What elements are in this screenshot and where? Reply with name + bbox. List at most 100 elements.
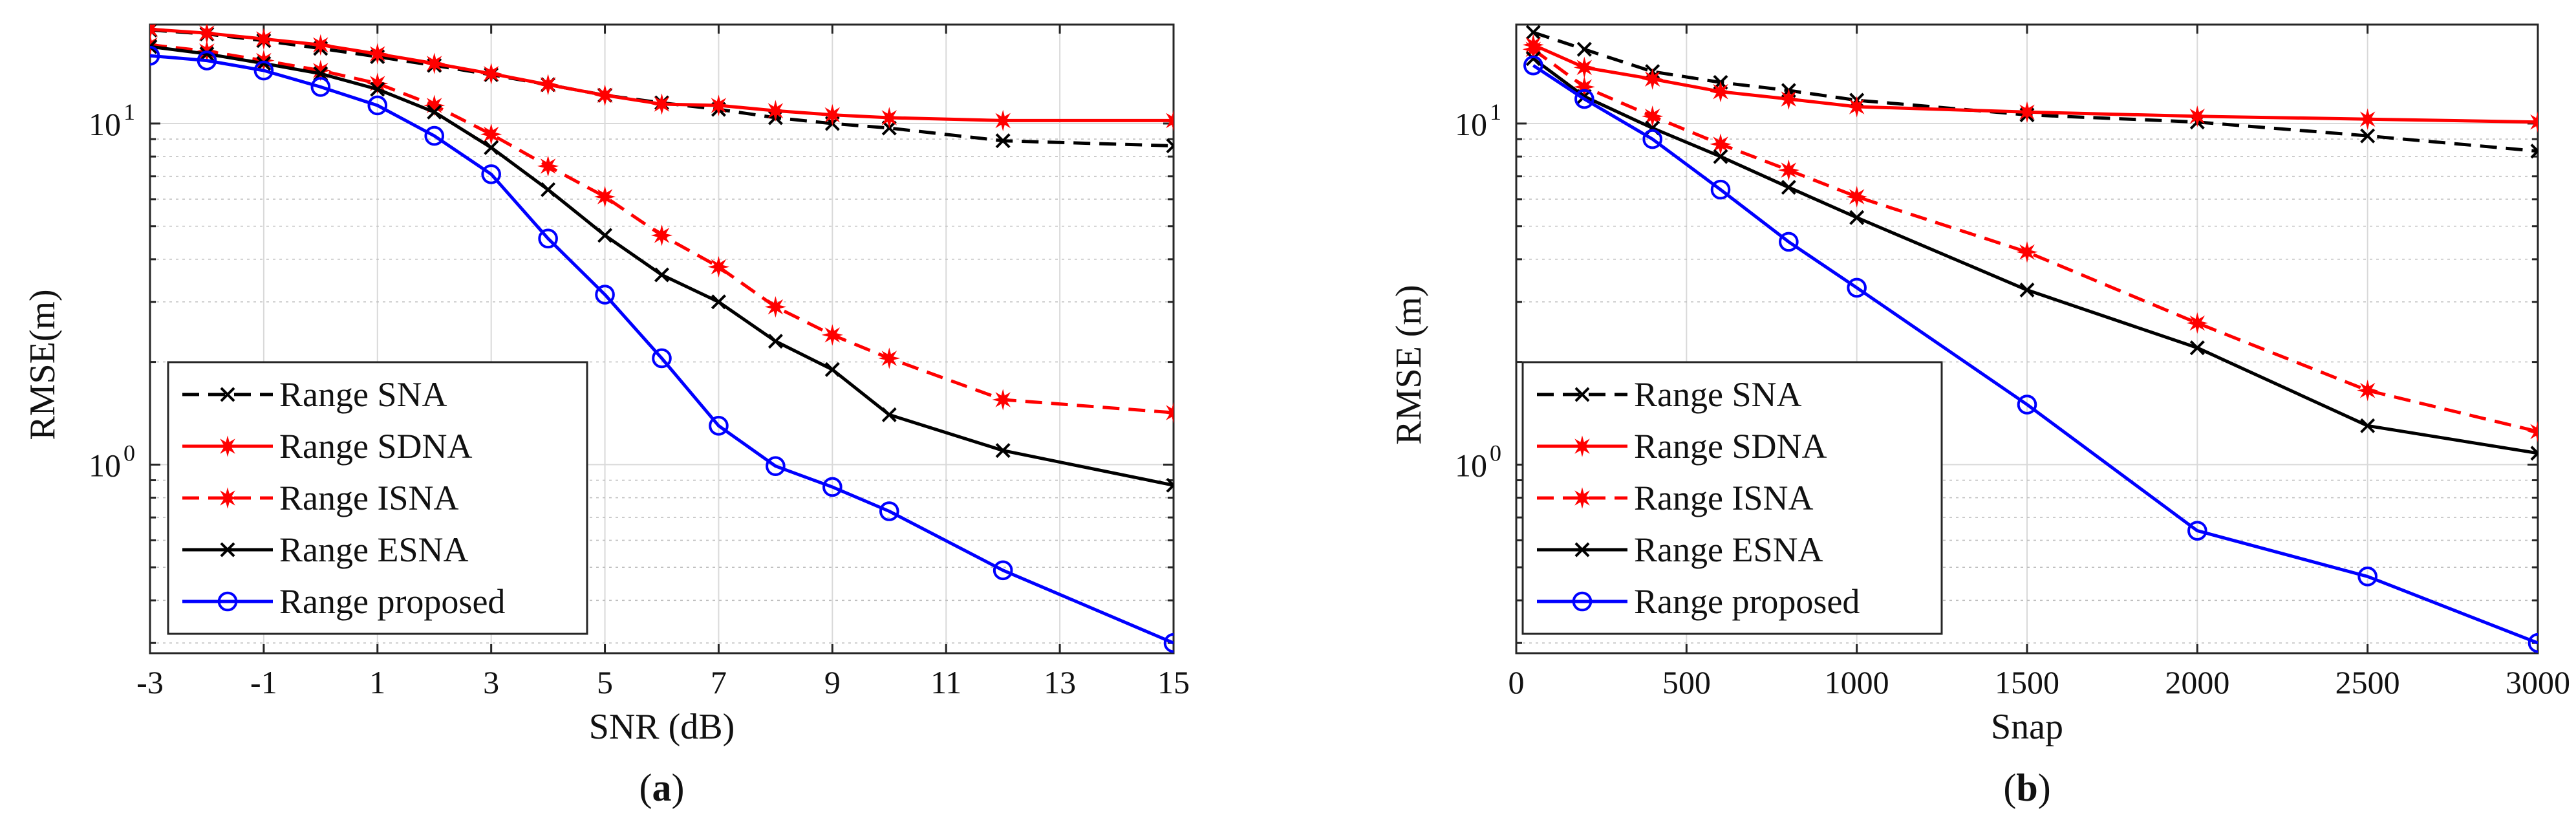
data-point (1779, 232, 1799, 252)
legend-marker (220, 387, 235, 402)
y-axis-label: RMSE(m) (23, 289, 63, 440)
x-tick-label: 1500 (1995, 664, 2059, 700)
data-point (2189, 340, 2205, 356)
series-line (1532, 48, 2538, 433)
data-point (310, 77, 331, 97)
series-line (150, 28, 1174, 147)
data-point (1710, 179, 1731, 200)
legend-label: Range ESNA (1634, 530, 1823, 569)
data-point (1713, 149, 1728, 164)
data-point (993, 560, 1013, 581)
data-point (1710, 81, 1732, 103)
data-point (367, 95, 388, 116)
series-line (1532, 64, 2538, 645)
legend-marker (217, 591, 238, 612)
data-point (2186, 105, 2208, 127)
data-point (1642, 129, 1662, 149)
x-tick-label: 3000 (2506, 664, 2570, 700)
data-point (650, 224, 673, 246)
data-point (878, 107, 900, 129)
data-point (313, 66, 328, 81)
y-tick-exponent: 0 (1490, 440, 1501, 466)
legend-marker (1571, 435, 1593, 457)
data-point (1846, 186, 1868, 208)
data-point (424, 125, 445, 146)
data-point (196, 25, 218, 44)
x-tick-label: 2000 (2165, 664, 2229, 700)
legend-marker (217, 487, 239, 509)
data-point (1166, 477, 1174, 493)
data-point (424, 52, 445, 74)
data-point (1642, 68, 1664, 90)
data-point (709, 416, 729, 436)
series-range-proposed (150, 45, 1174, 653)
data-point (537, 155, 559, 177)
data-point (992, 389, 1014, 411)
data-point (2360, 128, 2376, 144)
panel-label: (b) (2003, 766, 2050, 809)
legend: Range SNA Range SDNA Range ISNA Range ESNA R… (1521, 361, 1943, 635)
x-tick-label: 1 (369, 664, 385, 700)
legend-marker (220, 542, 235, 557)
x-tick-label: 13 (1044, 664, 1076, 700)
data-point (2360, 418, 2376, 433)
series-line (150, 45, 1174, 487)
data-point (1525, 51, 1541, 67)
data-point (824, 362, 840, 377)
y-axis-label: RMSE (m) (1389, 285, 1429, 444)
data-point (2186, 312, 2208, 334)
series-line (150, 43, 1174, 415)
series-range-esna (1525, 51, 2538, 461)
data-point (2527, 111, 2538, 133)
data-point (764, 100, 787, 122)
x-tick-label: 3 (483, 664, 499, 700)
data-point (150, 45, 160, 66)
y-tick-label: 10 (89, 106, 121, 142)
data-point (1163, 402, 1174, 424)
x-tick-label: 15 (1157, 664, 1190, 700)
data-point (150, 25, 161, 40)
data-point (2528, 633, 2538, 653)
data-point (484, 140, 499, 155)
data-point (2527, 420, 2538, 442)
data-point (764, 296, 787, 318)
series-line (1532, 57, 2538, 455)
series-range-proposed (1523, 55, 2538, 653)
legend-label: Range SDNA (279, 427, 472, 466)
x-tick-label: -1 (250, 664, 277, 700)
x-tick-label: 1000 (1825, 664, 1889, 700)
x-tick-label: -3 (136, 664, 164, 700)
x-tick-label: 0 (1508, 664, 1525, 700)
data-point (766, 456, 786, 477)
legend-label: Range ISNA (1634, 479, 1813, 517)
data-point (881, 407, 897, 422)
data-point (253, 60, 274, 81)
data-point (995, 443, 1011, 459)
data-point (481, 164, 501, 184)
x-tick-label: 2500 (2335, 664, 2400, 700)
data-point (1710, 133, 1732, 155)
data-point (995, 133, 1011, 149)
series-range-isna (1522, 38, 2538, 442)
panel-label-close-paren: ) (672, 766, 685, 809)
legend-marker (1571, 487, 1593, 509)
data-point (1574, 89, 1594, 109)
data-point (253, 28, 275, 50)
data-point (1166, 138, 1174, 154)
data-point (538, 228, 558, 249)
data-point (1642, 105, 1664, 127)
data-point (1777, 88, 1799, 110)
data-point (197, 50, 217, 70)
data-point (199, 46, 215, 61)
x-tick-label: 7 (711, 664, 727, 700)
data-point (878, 347, 900, 369)
data-point (879, 501, 899, 521)
series-line (150, 27, 1174, 122)
x-tick-label: 11 (930, 664, 961, 700)
x-tick-label: 5 (597, 664, 613, 700)
panel-label-close-paren: ) (2038, 766, 2051, 809)
panel-label-letter: b (2016, 766, 2037, 809)
series-line (150, 54, 1174, 645)
legend-marker (1574, 387, 1590, 402)
